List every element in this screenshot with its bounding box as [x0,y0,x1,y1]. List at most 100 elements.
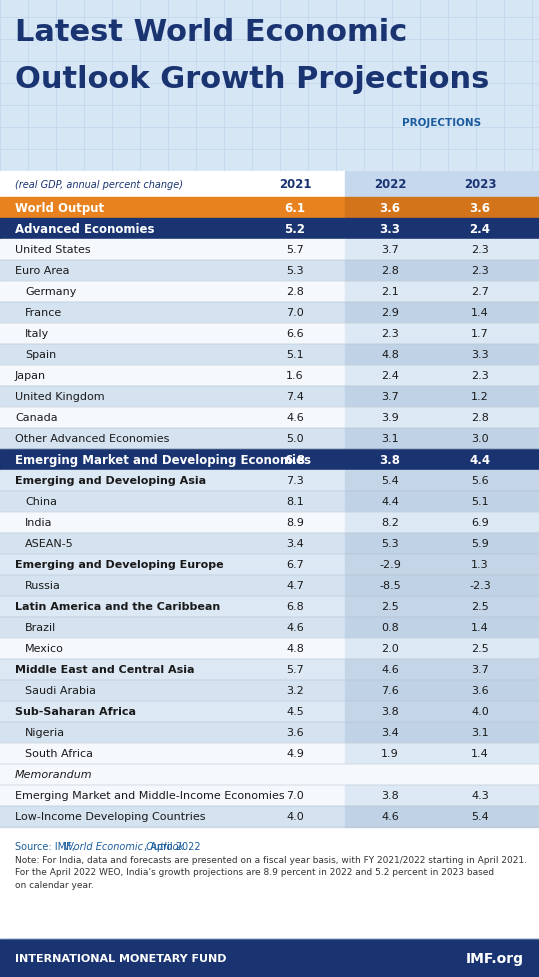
Text: China: China [25,497,57,507]
Text: 4.6: 4.6 [286,413,304,423]
Text: 5.3: 5.3 [381,539,399,549]
Bar [345,345,539,365]
Text: 2022: 2022 [374,179,406,191]
Bar [0,659,345,680]
Text: Nigeria: Nigeria [25,728,65,738]
Bar [0,491,345,513]
Text: France: France [25,308,62,319]
Text: 4.3: 4.3 [471,790,489,801]
Bar [0,806,345,828]
Bar [345,764,539,786]
Text: 2.9: 2.9 [381,308,399,319]
Text: 1.4: 1.4 [471,308,489,319]
Text: 2.3: 2.3 [471,371,489,381]
Bar [345,806,539,828]
Bar [345,197,539,219]
Text: 4.0: 4.0 [471,706,489,717]
Text: 3.6: 3.6 [379,202,400,215]
Text: 6.7: 6.7 [286,560,304,570]
Text: 3.3: 3.3 [379,223,400,235]
Bar [0,786,345,806]
Text: 5.1: 5.1 [286,350,304,361]
Text: 3.1: 3.1 [471,728,489,738]
Text: 3.7: 3.7 [471,664,489,675]
Text: 6.9: 6.9 [471,518,489,528]
Text: Emerging and Developing Asia: Emerging and Developing Asia [15,476,206,486]
Bar [0,429,345,449]
Text: 1.4: 1.4 [471,623,489,633]
Text: IMF.org: IMF.org [466,951,524,965]
Bar [345,471,539,491]
Bar [345,387,539,407]
Text: 4.7: 4.7 [286,581,304,591]
Bar [345,239,539,261]
Text: 2.0: 2.0 [381,644,399,654]
Text: -2.9: -2.9 [379,560,401,570]
Text: 2.4: 2.4 [381,371,399,381]
Bar [0,239,345,261]
Text: 3.2: 3.2 [286,686,304,696]
Text: 4.0: 4.0 [286,812,304,822]
Text: -8.5: -8.5 [379,581,401,591]
Bar [345,429,539,449]
Text: Saudi Arabia: Saudi Arabia [25,686,96,696]
Bar [345,303,539,323]
Text: 3.6: 3.6 [469,202,490,215]
Text: 2.8: 2.8 [381,266,399,276]
Bar [0,617,345,638]
Text: 6.1: 6.1 [285,202,306,215]
Bar [0,743,345,764]
Bar [0,764,345,786]
Text: 5.0: 5.0 [286,434,304,444]
Text: 2.5: 2.5 [381,602,399,612]
Text: 6.6: 6.6 [286,329,304,339]
Text: Middle East and Central Asia: Middle East and Central Asia [15,664,195,675]
Text: 1.4: 1.4 [471,748,489,759]
Text: 7.0: 7.0 [286,308,304,319]
Text: Memorandum: Memorandum [15,770,93,780]
Bar [0,828,539,939]
Text: Emerging Market and Middle-Income Economies: Emerging Market and Middle-Income Econom… [15,790,285,801]
Text: 4.6: 4.6 [381,664,399,675]
Text: INTERNATIONAL MONETARY FUND: INTERNATIONAL MONETARY FUND [15,953,226,963]
Text: 5.6: 5.6 [471,476,489,486]
Bar [345,680,539,701]
Text: 3.9: 3.9 [381,413,399,423]
Text: 2.8: 2.8 [471,413,489,423]
Text: Germany: Germany [25,287,77,297]
Text: 7.0: 7.0 [286,790,304,801]
Bar [0,680,345,701]
Text: 4.8: 4.8 [381,350,399,361]
Text: 3.3: 3.3 [471,350,489,361]
Text: 6.8: 6.8 [285,453,306,467]
Text: Spain: Spain [25,350,56,361]
Text: 3.8: 3.8 [381,706,399,717]
Text: Italy: Italy [25,329,49,339]
Text: 3.8: 3.8 [379,453,400,467]
Bar [0,219,345,239]
Bar [0,638,345,659]
Text: Brazil: Brazil [25,623,56,633]
Bar [0,701,345,722]
Bar [0,387,345,407]
Text: 2.4: 2.4 [469,223,490,235]
Text: 2.8: 2.8 [286,287,304,297]
Text: 1.7: 1.7 [471,329,489,339]
Text: 4.9: 4.9 [286,748,304,759]
Bar [345,596,539,617]
Bar [0,345,345,365]
Text: India: India [25,518,52,528]
Text: Low-Income Developing Countries: Low-Income Developing Countries [15,812,205,822]
Text: United Kingdom: United Kingdom [15,392,105,403]
Text: Canada: Canada [15,413,58,423]
Text: Sub-Saharan Africa: Sub-Saharan Africa [15,706,136,717]
Text: 7.6: 7.6 [381,686,399,696]
Bar [0,407,345,429]
Text: 8.2: 8.2 [381,518,399,528]
Bar [345,323,539,345]
Text: 1.3: 1.3 [471,560,489,570]
Text: 3.7: 3.7 [381,245,399,255]
Text: Emerging and Developing Europe: Emerging and Developing Europe [15,560,224,570]
Text: 5.4: 5.4 [471,812,489,822]
Text: 2023: 2023 [464,179,496,191]
